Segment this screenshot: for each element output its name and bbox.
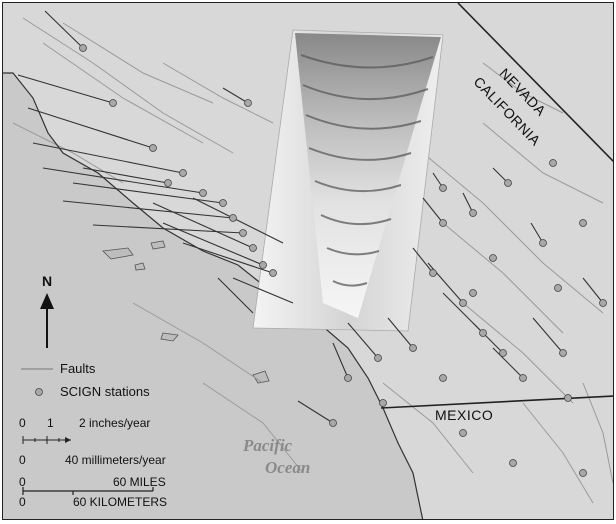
inch-scale-unit: 2 inches/year: [79, 416, 151, 430]
miles-scale-value: 60 MILES: [113, 475, 166, 489]
insar-image: [252, 29, 444, 332]
scign-stations: [79, 44, 607, 477]
nevada-california-border: [457, 3, 613, 163]
mexico-label: MEXICO: [435, 407, 494, 423]
channel-islands: [102, 240, 270, 384]
velocity-scale-bar: [22, 436, 71, 444]
coastline: [3, 72, 424, 519]
us-mexico-border: [380, 395, 613, 409]
inch-scale-tick-0: 0: [19, 416, 26, 430]
mm-scale-zero: 0: [19, 453, 26, 467]
legend-faults-label: Faults: [60, 361, 96, 376]
inch-scale-tick-1: 1: [47, 416, 54, 430]
legend-station-symbol: [35, 388, 43, 396]
ocean-label-line1: Pacific: [243, 436, 293, 455]
north-label: N: [42, 273, 53, 289]
velocity-vectors: [17, 10, 604, 424]
legend-stations-label: SCIGN stations: [60, 384, 150, 399]
ocean-label-line2: Ocean: [265, 458, 311, 477]
pacific-ocean: [3, 73, 423, 519]
mm-scale-unit: 40 millimeters/year: [65, 453, 166, 467]
km-scale-value: 60 KILOMETERS: [73, 495, 168, 509]
distance-scale-bar: [22, 487, 154, 495]
miles-scale-zero: 0: [19, 475, 26, 489]
north-arrow-icon: [40, 293, 54, 348]
faults: [12, 17, 613, 504]
map-canvas: [3, 3, 613, 519]
km-scale-zero: 0: [19, 495, 26, 509]
